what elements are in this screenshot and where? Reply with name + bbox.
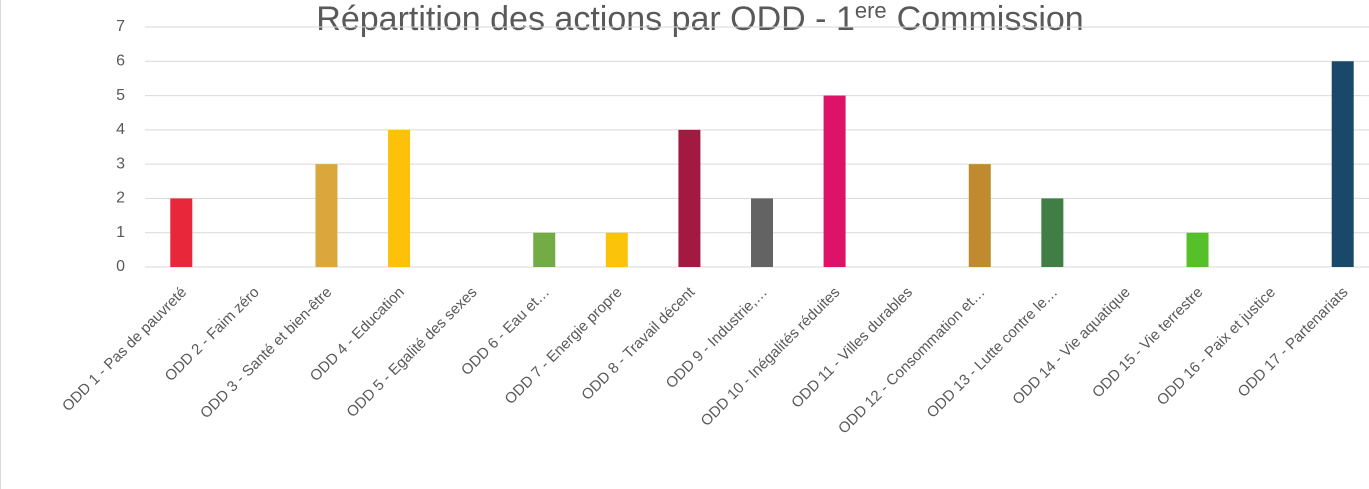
x-tick-label: ODD 1 - Pas de pauvreté [59,284,190,415]
y-tick-label: 1 [116,224,125,241]
x-tick-label: ODD 12 - Consommation et… [835,284,988,437]
bar [968,164,991,267]
x-tick-label: ODD 3 - Santé et bien-être [197,284,335,422]
title-end: Commission [897,0,1084,38]
title-superscript: ere [855,0,887,23]
y-tick-label: 3 [116,155,125,172]
y-tick-label: 7 [116,18,125,35]
bar [678,129,701,267]
y-tick-label: 6 [116,53,125,70]
bar [1186,232,1209,267]
chart-title: Répartition des actions par ODD - 1ere Co… [316,0,1083,38]
x-tick-label: ODD 7 - Energie propre [502,284,626,408]
bar [533,232,556,267]
bar [751,198,773,267]
y-tick-label: 5 [116,87,125,104]
title-main: Répartition des actions par ODD - 1 [316,0,855,38]
bar [605,232,628,267]
x-tick-label: ODD 11 - Villes durables [788,284,916,412]
x-tick-label: ODD 16 - Paix et justice [1154,284,1279,409]
y-tick-label: 2 [116,190,125,207]
x-tick-label: ODD 5 - Egalité des sexes [343,284,480,421]
bar [823,95,846,267]
y-tick-label: 0 [116,258,125,275]
bar [1041,198,1064,267]
bar [388,129,411,267]
bar [170,198,193,267]
y-tick-label: 4 [116,121,125,138]
x-tick-label: ODD 13 - Lutte contre le… [924,284,1062,422]
bar [1331,61,1354,268]
bar [315,164,338,267]
x-tick-label: ODD 10 - Inégalités réduites [698,284,844,430]
x-tick-label: ODD 14 - Vie aquatique [1009,284,1133,408]
